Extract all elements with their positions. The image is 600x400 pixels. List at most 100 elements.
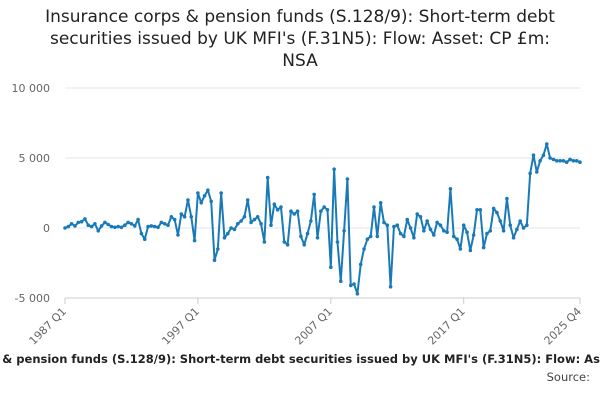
data-point[interactable] <box>451 234 456 239</box>
data-point[interactable] <box>455 237 459 241</box>
data-point[interactable] <box>475 208 479 212</box>
data-point[interactable] <box>461 223 466 227</box>
data-point[interactable] <box>226 231 230 236</box>
data-point[interactable] <box>106 222 110 227</box>
data-point[interactable] <box>362 247 366 251</box>
data-point[interactable] <box>216 247 220 251</box>
data-point[interactable] <box>408 226 413 230</box>
data-point[interactable] <box>329 265 333 270</box>
data-point[interactable] <box>538 159 542 163</box>
data-point[interactable] <box>345 177 350 181</box>
data-point[interactable] <box>169 215 174 219</box>
data-point[interactable] <box>578 160 582 164</box>
data-point[interactable] <box>132 224 137 228</box>
data-point[interactable] <box>202 194 207 198</box>
data-point[interactable] <box>412 236 416 240</box>
data-point[interactable] <box>398 231 403 236</box>
data-point[interactable] <box>89 224 94 229</box>
data-point[interactable] <box>388 285 393 289</box>
data-point[interactable] <box>478 208 483 212</box>
data-point[interactable] <box>139 231 144 236</box>
data-point[interactable] <box>302 243 307 247</box>
data-point[interactable] <box>69 222 74 226</box>
data-point[interactable] <box>505 196 509 201</box>
data-point[interactable] <box>199 201 204 205</box>
data-point[interactable] <box>352 282 356 286</box>
data-point[interactable] <box>498 219 503 223</box>
data-point[interactable] <box>335 240 340 244</box>
data-point[interactable] <box>428 227 433 232</box>
data-point[interactable] <box>269 223 273 227</box>
data-point[interactable] <box>541 153 546 157</box>
data-point[interactable] <box>289 209 293 213</box>
data-point[interactable] <box>392 224 396 229</box>
data-point[interactable] <box>518 219 522 223</box>
data-point[interactable] <box>438 223 443 227</box>
data-point[interactable] <box>159 220 164 225</box>
data-point[interactable] <box>239 219 243 223</box>
data-point[interactable] <box>219 191 223 195</box>
data-point[interactable] <box>458 247 463 251</box>
data-point[interactable] <box>66 224 71 229</box>
data-point[interactable] <box>109 224 114 229</box>
data-point[interactable] <box>574 159 579 163</box>
data-point[interactable] <box>309 219 313 223</box>
data-point[interactable] <box>172 217 177 222</box>
data-point[interactable] <box>249 220 253 225</box>
data-point[interactable] <box>189 215 194 219</box>
data-point[interactable] <box>432 233 436 237</box>
data-point[interactable] <box>179 212 184 216</box>
data-point[interactable] <box>571 159 576 163</box>
data-point[interactable] <box>425 219 429 223</box>
data-point[interactable] <box>554 159 559 163</box>
data-point[interactable] <box>99 224 104 228</box>
data-point[interactable] <box>285 243 290 247</box>
data-point[interactable] <box>511 236 516 240</box>
data-point[interactable] <box>229 226 233 230</box>
data-point[interactable] <box>116 224 120 229</box>
data-point[interactable] <box>402 234 406 239</box>
data-point[interactable] <box>365 237 370 241</box>
data-point[interactable] <box>282 240 287 244</box>
data-point[interactable] <box>96 229 101 233</box>
data-point[interactable] <box>322 205 326 209</box>
data-point[interactable] <box>338 279 343 284</box>
data-point[interactable] <box>299 234 303 239</box>
data-point[interactable] <box>544 142 549 146</box>
data-point[interactable] <box>152 224 157 229</box>
data-point[interactable] <box>415 212 419 216</box>
data-point[interactable] <box>378 201 383 205</box>
data-point[interactable] <box>86 223 91 227</box>
data-point[interactable] <box>382 220 386 225</box>
data-point[interactable] <box>551 157 556 162</box>
data-point[interactable] <box>358 262 363 267</box>
data-point[interactable] <box>235 222 240 226</box>
data-point[interactable] <box>73 224 77 228</box>
data-point[interactable] <box>372 205 376 209</box>
data-point[interactable] <box>445 230 449 234</box>
data-point[interactable] <box>262 240 267 244</box>
data-point[interactable] <box>259 222 263 226</box>
data-point[interactable] <box>272 202 277 206</box>
data-point[interactable] <box>212 258 217 263</box>
data-point[interactable] <box>561 159 566 163</box>
data-point[interactable] <box>156 225 160 230</box>
data-point[interactable] <box>405 217 410 222</box>
data-point[interactable] <box>252 217 257 222</box>
data-point[interactable] <box>209 199 213 204</box>
data-point[interactable] <box>232 227 237 232</box>
data-point[interactable] <box>355 292 360 296</box>
data-point[interactable] <box>295 209 300 213</box>
data-point[interactable] <box>149 224 154 228</box>
data-point[interactable] <box>192 238 197 243</box>
data-point[interactable] <box>126 220 130 225</box>
data-point[interactable] <box>292 212 297 216</box>
data-point[interactable] <box>495 210 499 215</box>
data-point[interactable] <box>515 227 519 232</box>
data-point[interactable] <box>275 208 280 212</box>
data-point[interactable] <box>385 223 390 227</box>
data-point[interactable] <box>312 192 316 197</box>
data-point[interactable] <box>123 223 127 227</box>
data-point[interactable] <box>395 223 400 227</box>
data-point[interactable] <box>422 229 426 233</box>
